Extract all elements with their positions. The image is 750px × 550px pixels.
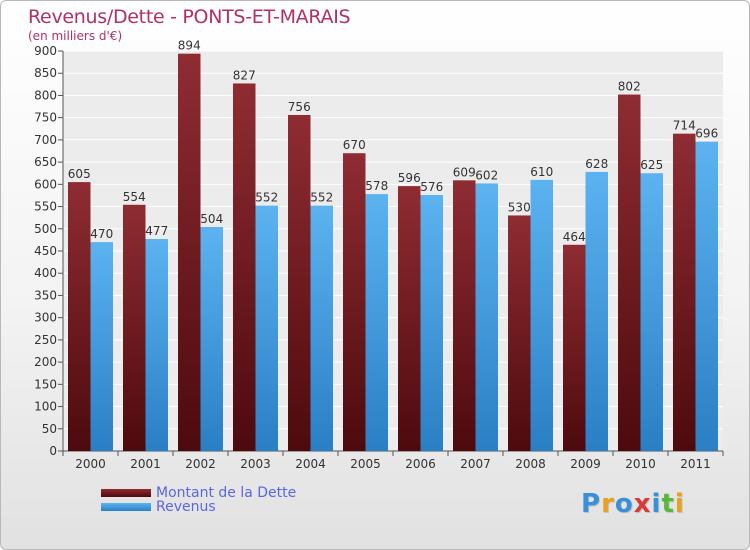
x-tick-label: 2000 <box>75 457 106 471</box>
logo-letter: i <box>651 489 662 519</box>
data-label: 554 <box>123 190 146 204</box>
bar-dette <box>68 182 91 451</box>
y-tick-label: 50 <box>42 422 57 436</box>
y-tick-label: 350 <box>34 288 57 302</box>
y-tick-label: 150 <box>34 377 57 391</box>
data-label: 625 <box>640 158 663 172</box>
data-label: 576 <box>420 180 443 194</box>
bar-dette <box>673 133 696 451</box>
x-tick-label: 2004 <box>295 457 326 471</box>
x-tick-label: 2011 <box>680 457 711 471</box>
proxiti-logo: Proxiti <box>581 489 685 519</box>
data-label: 477 <box>145 224 168 238</box>
data-label: 696 <box>695 127 718 141</box>
legend: Montant de la Dette Revenus <box>101 484 297 515</box>
y-tick-label: 900 <box>34 44 57 58</box>
y-tick-label: 750 <box>34 111 57 125</box>
y-tick-label: 400 <box>34 266 57 280</box>
bar-dette <box>343 153 366 451</box>
bar-revenus <box>365 194 388 451</box>
y-tick-label: 200 <box>34 355 57 369</box>
chart-subtitle: (en milliers d'€) <box>28 29 123 43</box>
x-tick-label: 2002 <box>185 457 216 471</box>
x-tick-label: 2010 <box>625 457 656 471</box>
data-label: 530 <box>508 200 531 214</box>
x-tick-label: 2008 <box>515 457 546 471</box>
legend-swatch-revenus <box>101 503 151 511</box>
data-label: 894 <box>178 39 201 53</box>
y-tick-label: 850 <box>34 66 57 80</box>
data-label: 714 <box>673 119 696 133</box>
data-label: 464 <box>563 230 586 244</box>
bar-revenus <box>585 171 608 451</box>
logo-letter: P <box>581 489 602 519</box>
bar-dette <box>123 204 146 451</box>
bar-dette <box>288 115 311 451</box>
bar-dette <box>508 215 531 451</box>
y-tick-label: 100 <box>34 400 57 414</box>
logo-letter: r <box>601 489 615 519</box>
bar-dette <box>233 83 256 451</box>
y-tick-label: 300 <box>34 311 57 325</box>
bar-revenus <box>90 242 113 451</box>
x-tick-label: 2006 <box>405 457 436 471</box>
x-tick-label: 2005 <box>350 457 381 471</box>
y-tick-label: 500 <box>34 222 57 236</box>
y-tick-label: 600 <box>34 177 57 191</box>
data-label: 602 <box>475 168 498 182</box>
legend-label-revenus: Revenus <box>156 498 216 515</box>
y-tick-label: 0 <box>49 444 57 458</box>
data-label: 802 <box>618 80 641 94</box>
bar-dette <box>178 53 201 452</box>
data-label: 609 <box>453 165 476 179</box>
data-label: 628 <box>585 157 608 171</box>
data-label: 756 <box>288 100 311 114</box>
bar-revenus <box>530 179 553 451</box>
bar-dette <box>563 244 586 451</box>
x-tick-label: 2001 <box>130 457 161 471</box>
bar-revenus <box>145 239 168 451</box>
data-label: 552 <box>310 191 333 205</box>
logo-letter: t <box>661 489 675 519</box>
y-tick-label: 800 <box>34 88 57 102</box>
legend-item-revenus: Revenus <box>101 498 296 515</box>
bar-dette <box>453 180 476 452</box>
x-tick-label: 2003 <box>240 457 271 471</box>
data-label: 670 <box>343 138 366 152</box>
data-label: 605 <box>68 167 91 181</box>
legend-item-dette: Montant de la Dette <box>101 484 297 501</box>
x-tick-label: 2007 <box>460 457 491 471</box>
logo-letter: i <box>674 489 685 519</box>
chart-title: Revenus/Dette - PONTS-ET-MARAIS <box>28 6 351 28</box>
y-tick-label: 250 <box>34 333 57 347</box>
y-tick-label: 650 <box>34 155 57 169</box>
logo-letter: x <box>633 489 652 519</box>
x-tick-label: 2009 <box>570 457 601 471</box>
bar-revenus <box>475 183 498 451</box>
bar-revenus <box>255 205 278 451</box>
data-label: 610 <box>530 165 553 179</box>
bar-dette <box>618 94 641 452</box>
legend-swatch-dette <box>101 489 151 497</box>
data-label: 504 <box>200 212 223 226</box>
bar-dette <box>398 186 421 451</box>
y-tick-label: 550 <box>34 200 57 214</box>
bar-revenus <box>200 227 223 451</box>
data-label: 552 <box>255 191 278 205</box>
data-label: 827 <box>233 68 256 82</box>
data-label: 596 <box>398 171 421 185</box>
bar-revenus <box>695 141 718 451</box>
legend-label-dette: Montant de la Dette <box>156 484 297 501</box>
y-tick-label: 700 <box>34 133 57 147</box>
bar-revenus <box>640 173 663 451</box>
logo-letter: o <box>614 489 634 519</box>
y-tick-label: 450 <box>34 244 57 258</box>
bar-revenus <box>310 205 333 451</box>
data-label: 578 <box>365 179 388 193</box>
bar-revenus <box>420 195 443 451</box>
data-label: 470 <box>90 227 113 241</box>
